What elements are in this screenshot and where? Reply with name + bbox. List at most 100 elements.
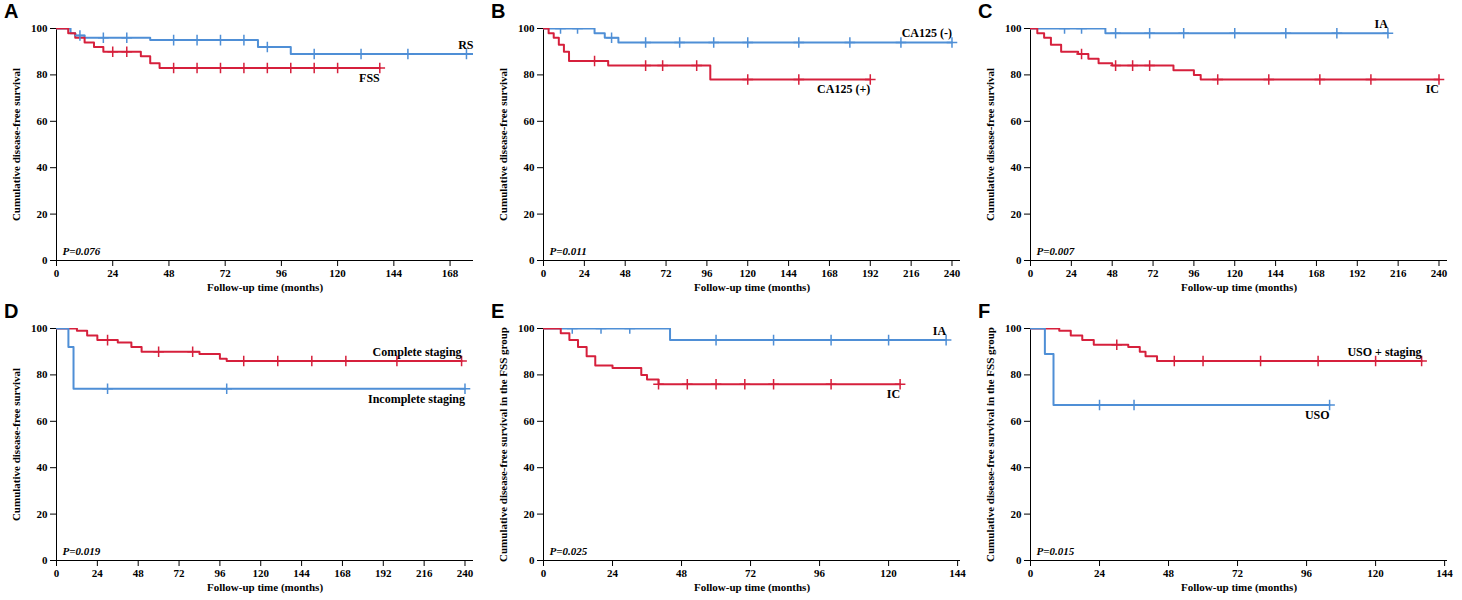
- svg-text:72: 72: [174, 567, 186, 579]
- svg-text:Cumulative disease-free surviv: Cumulative disease-free survival: [10, 68, 22, 221]
- svg-text:120: 120: [880, 567, 897, 579]
- svg-text:Cumulative disease-free surviv: Cumulative disease-free survival: [984, 68, 996, 221]
- svg-text:0: 0: [54, 267, 60, 279]
- svg-text:Cumulative disease-free surviv: Cumulative disease-free survival in the …: [497, 327, 509, 562]
- svg-text:Cumulative disease-free surviv: Cumulative disease-free survival: [497, 68, 509, 221]
- svg-text:192: 192: [862, 267, 879, 279]
- svg-text:72: 72: [745, 567, 757, 579]
- svg-text:120: 120: [252, 567, 269, 579]
- svg-text:0: 0: [42, 554, 48, 566]
- svg-text:USO + staging: USO + staging: [1347, 345, 1421, 359]
- svg-text:0: 0: [529, 554, 535, 566]
- svg-text:80: 80: [1011, 68, 1023, 80]
- svg-text:96: 96: [1301, 567, 1313, 579]
- svg-text:20: 20: [1011, 508, 1023, 520]
- svg-text:48: 48: [1163, 567, 1175, 579]
- svg-text:40: 40: [37, 461, 49, 473]
- svg-text:240: 240: [944, 267, 961, 279]
- svg-text:120: 120: [1367, 567, 1384, 579]
- svg-text:P=0.011: P=0.011: [550, 245, 587, 257]
- svg-text:60: 60: [1011, 415, 1023, 427]
- svg-text:144: 144: [1436, 567, 1453, 579]
- svg-text:P=0.015: P=0.015: [1037, 545, 1075, 557]
- svg-text:240: 240: [1431, 267, 1448, 279]
- svg-text:72: 72: [1232, 567, 1244, 579]
- svg-text:168: 168: [1308, 267, 1325, 279]
- svg-text:60: 60: [37, 415, 49, 427]
- svg-text:Incomplete staging: Incomplete staging: [368, 392, 465, 406]
- svg-text:168: 168: [442, 267, 459, 279]
- svg-text:Cumulative disease-free surviv: Cumulative disease-free survival: [10, 368, 22, 521]
- svg-text:24: 24: [107, 267, 119, 279]
- svg-text:80: 80: [37, 368, 49, 380]
- svg-text:Follow-up time (months): Follow-up time (months): [207, 581, 323, 594]
- svg-text:168: 168: [334, 567, 351, 579]
- svg-text:USO: USO: [1305, 408, 1330, 422]
- svg-text:96: 96: [276, 267, 288, 279]
- svg-text:168: 168: [821, 267, 838, 279]
- svg-text:216: 216: [416, 567, 433, 579]
- svg-text:IC: IC: [887, 387, 900, 401]
- svg-text:40: 40: [1011, 461, 1023, 473]
- svg-text:20: 20: [1011, 208, 1023, 220]
- svg-text:72: 72: [1148, 267, 1160, 279]
- svg-text:48: 48: [676, 567, 688, 579]
- svg-text:60: 60: [524, 415, 536, 427]
- svg-text:144: 144: [293, 567, 310, 579]
- svg-text:P=0.019: P=0.019: [63, 545, 101, 557]
- svg-text:Follow-up time (months): Follow-up time (months): [1181, 281, 1297, 294]
- svg-text:120: 120: [329, 267, 346, 279]
- svg-text:CA125 (+): CA125 (+): [817, 82, 870, 96]
- svg-text:48: 48: [133, 567, 145, 579]
- svg-text:40: 40: [524, 161, 536, 173]
- svg-text:P=0.025: P=0.025: [550, 545, 588, 557]
- svg-text:100: 100: [518, 322, 535, 334]
- svg-text:24: 24: [1094, 567, 1106, 579]
- svg-text:20: 20: [524, 508, 536, 520]
- svg-text:240: 240: [457, 567, 474, 579]
- svg-text:IC: IC: [1426, 82, 1439, 96]
- svg-text:216: 216: [903, 267, 920, 279]
- svg-text:24: 24: [579, 267, 591, 279]
- svg-text:Follow-up time (months): Follow-up time (months): [694, 281, 810, 294]
- svg-text:96: 96: [701, 267, 713, 279]
- svg-text:FSS: FSS: [359, 71, 380, 85]
- svg-text:40: 40: [524, 461, 536, 473]
- svg-text:40: 40: [1011, 161, 1023, 173]
- svg-text:RS: RS: [458, 38, 474, 52]
- svg-text:60: 60: [37, 115, 49, 127]
- svg-text:0: 0: [529, 254, 535, 266]
- svg-text:P=0.076: P=0.076: [63, 245, 101, 257]
- svg-text:80: 80: [524, 368, 536, 380]
- svg-text:192: 192: [375, 567, 392, 579]
- svg-text:24: 24: [607, 567, 619, 579]
- svg-text:48: 48: [620, 267, 632, 279]
- svg-text:72: 72: [220, 267, 232, 279]
- svg-text:120: 120: [1226, 267, 1243, 279]
- svg-text:Follow-up time (months): Follow-up time (months): [1181, 581, 1297, 594]
- svg-text:Complete staging: Complete staging: [373, 345, 462, 359]
- svg-text:100: 100: [31, 322, 48, 334]
- svg-text:0: 0: [541, 267, 547, 279]
- svg-text:144: 144: [949, 567, 966, 579]
- svg-text:0: 0: [541, 567, 547, 579]
- svg-text:96: 96: [214, 567, 226, 579]
- svg-text:40: 40: [37, 161, 49, 173]
- svg-text:80: 80: [37, 68, 49, 80]
- svg-text:48: 48: [1107, 267, 1119, 279]
- svg-text:80: 80: [1011, 368, 1023, 380]
- svg-text:60: 60: [1011, 115, 1023, 127]
- svg-text:Follow-up time (months): Follow-up time (months): [207, 281, 323, 294]
- svg-text:100: 100: [518, 22, 535, 34]
- svg-text:0: 0: [1016, 254, 1022, 266]
- svg-text:20: 20: [524, 208, 536, 220]
- svg-text:72: 72: [661, 267, 673, 279]
- svg-text:96: 96: [814, 567, 826, 579]
- svg-text:0: 0: [1028, 567, 1034, 579]
- svg-text:P=0.007: P=0.007: [1037, 245, 1075, 257]
- svg-text:Follow-up time (months): Follow-up time (months): [694, 581, 810, 594]
- svg-text:60: 60: [524, 115, 536, 127]
- svg-text:Cumulative disease-free surviv: Cumulative disease-free survival in the …: [984, 327, 996, 562]
- svg-text:192: 192: [1349, 267, 1366, 279]
- svg-text:24: 24: [92, 567, 104, 579]
